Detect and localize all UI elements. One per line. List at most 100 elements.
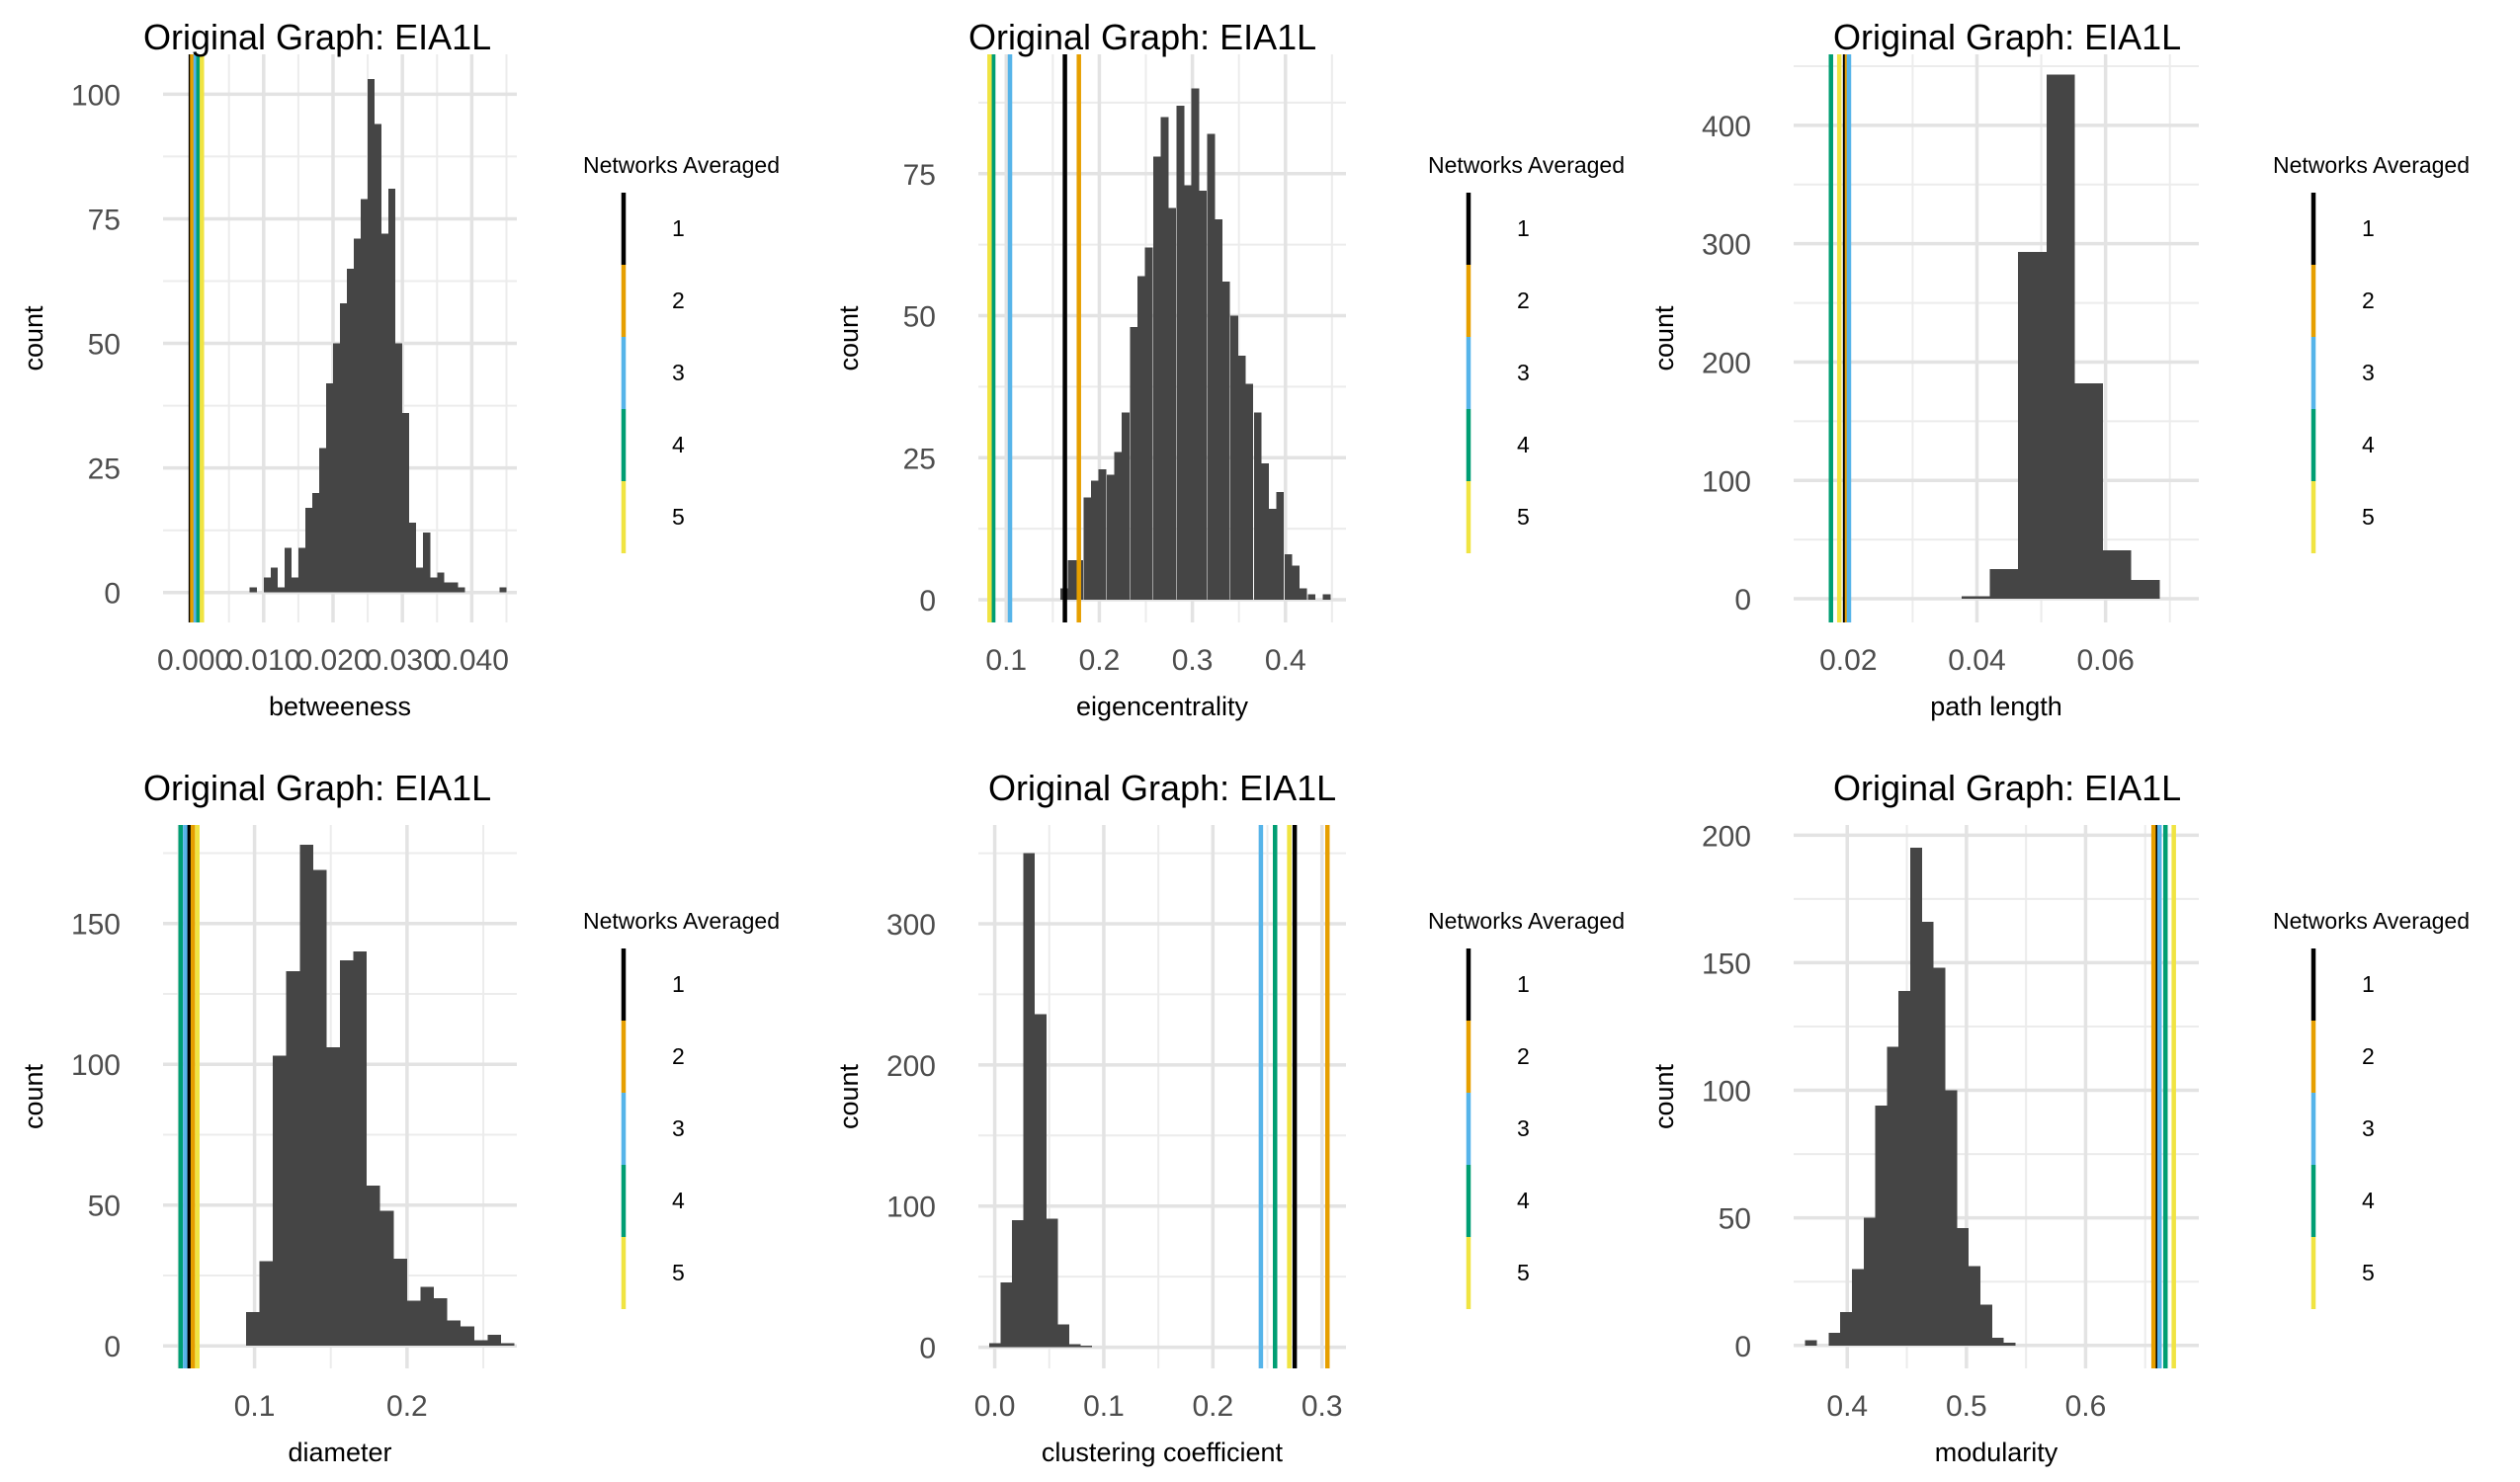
histogram-bar <box>273 1055 287 1347</box>
histogram-bar <box>1000 1281 1012 1348</box>
x-tick-label: 0.6 <box>2065 1390 2107 1423</box>
panel-4: 0 50 100 150 0.1 0.2 diameter count Original Gra… <box>19 768 780 1467</box>
histogram-bar <box>249 587 257 593</box>
histogram-bar <box>332 343 340 593</box>
histogram-bar <box>1284 554 1293 600</box>
histogram-bar <box>1957 1227 1970 1346</box>
histogram-bar <box>1090 480 1099 600</box>
histogram-bar <box>1046 1218 1058 1348</box>
chart-title: Original Graph: EIA1L <box>1833 17 2181 57</box>
x-tick-label: 0.010 <box>226 644 300 677</box>
histogram-bar <box>368 79 376 593</box>
network-lines <box>2150 825 2176 1368</box>
histogram-bar <box>304 507 312 593</box>
histogram-bar <box>286 971 300 1347</box>
histogram-bar <box>326 1047 340 1347</box>
legend-label: 5 <box>672 504 685 530</box>
y-tick-label: 0 <box>104 1331 121 1363</box>
legend-title: Networks Averaged <box>1428 152 1625 178</box>
histogram-bar <box>277 587 285 593</box>
x-tick-label: 0.04 <box>1948 644 2005 677</box>
legend-label: 1 <box>2362 971 2375 997</box>
network-lines <box>987 54 1081 622</box>
histogram-bars <box>1805 848 2016 1346</box>
y-axis-label: count <box>834 1063 864 1129</box>
histogram-bars <box>1059 88 1331 600</box>
y-tick-label: 200 <box>1702 820 1751 853</box>
x-tick-label: 0.1 <box>985 644 1027 677</box>
histogram-bar <box>1106 474 1115 600</box>
histogram-bar <box>458 587 465 593</box>
y-tick-label: 75 <box>903 159 936 192</box>
histogram-bar <box>1921 922 1934 1346</box>
histogram-bar <box>1160 117 1169 600</box>
legend-label: 1 <box>1517 971 1530 997</box>
legend-title: Networks Averaged <box>2273 908 2470 934</box>
histogram-bar <box>1863 1217 1876 1346</box>
x-tick-label: 0.0 <box>974 1390 1016 1423</box>
legend-label: 4 <box>672 1188 685 1213</box>
histogram-bar <box>1875 1106 1888 1346</box>
histogram-bar <box>1851 1269 1864 1346</box>
histogram-bar <box>1130 327 1138 600</box>
histogram-bar <box>1961 596 1990 600</box>
y-tick-label: 150 <box>1702 947 1751 980</box>
histogram-bar <box>291 577 298 593</box>
y-tick-label: 200 <box>1702 347 1751 379</box>
y-tick-label: 0 <box>1734 1331 1751 1363</box>
x-tick-label: 0.4 <box>1265 644 1306 677</box>
y-tick-label: 25 <box>88 453 121 486</box>
legend: Networks Averaged 1 2 3 4 5 <box>583 908 780 1309</box>
histogram-bar <box>1979 1304 1992 1346</box>
histogram-bar <box>381 233 389 593</box>
histogram-bar <box>1276 491 1285 600</box>
x-tick-label: 0.4 <box>1826 1390 1868 1423</box>
x-tick-label: 0.2 <box>1079 644 1121 677</box>
legend-label: 1 <box>1517 215 1530 241</box>
histogram-bar <box>299 844 313 1347</box>
histogram-bar <box>1023 853 1036 1348</box>
histogram-bar <box>409 523 417 593</box>
histogram-bar <box>473 1340 488 1347</box>
histogram-bar <box>1122 412 1130 600</box>
histogram-bar <box>270 567 278 593</box>
legend-label: 3 <box>2362 1115 2375 1141</box>
histogram-bar <box>437 572 445 593</box>
y-axis-label: count <box>1649 305 1679 371</box>
histogram-bar <box>434 1297 448 1347</box>
histogram-bar <box>2018 252 2047 600</box>
histogram-bar <box>1221 282 1230 600</box>
legend: Networks Averaged 1 2 3 4 5 <box>583 152 780 553</box>
histogram-bar <box>1035 1014 1047 1348</box>
x-tick-label: 0.2 <box>1192 1390 1233 1423</box>
histogram-bar <box>340 303 348 593</box>
x-axis-label: diameter <box>288 1438 391 1467</box>
histogram-bar <box>1114 452 1123 600</box>
histogram-bar <box>1191 88 1200 600</box>
y-tick-label: 150 <box>71 909 121 942</box>
chart-title: Original Graph: EIA1L <box>968 17 1316 57</box>
legend-label: 3 <box>2362 360 2375 385</box>
histogram-bar <box>1168 207 1176 600</box>
histogram-bar <box>1969 1266 1980 1346</box>
histogram-bar <box>1215 218 1223 600</box>
legend-label: 2 <box>672 288 685 313</box>
histogram-bar <box>395 343 403 593</box>
histogram-bar <box>461 1326 474 1347</box>
gridlines <box>163 54 517 622</box>
histogram-bar <box>361 199 369 593</box>
histogram-bar <box>312 869 327 1347</box>
histogram-bar <box>402 413 410 593</box>
histogram-bar <box>1057 1324 1069 1348</box>
legend-title: Networks Averaged <box>2273 152 2470 178</box>
x-tick-label: 0.06 <box>2076 644 2134 677</box>
histogram-bar <box>1292 565 1301 600</box>
y-tick-label: 0 <box>104 578 121 611</box>
histogram-bar <box>354 238 362 593</box>
histogram-bar <box>499 587 507 593</box>
y-axis-label: count <box>19 305 48 371</box>
histogram-bar <box>1910 848 1922 1346</box>
legend: Networks Averaged 1 2 3 4 5 <box>1428 908 1625 1309</box>
chart-title: Original Graph: EIA1L <box>1833 768 2181 808</box>
y-tick-label: 50 <box>88 1191 121 1223</box>
